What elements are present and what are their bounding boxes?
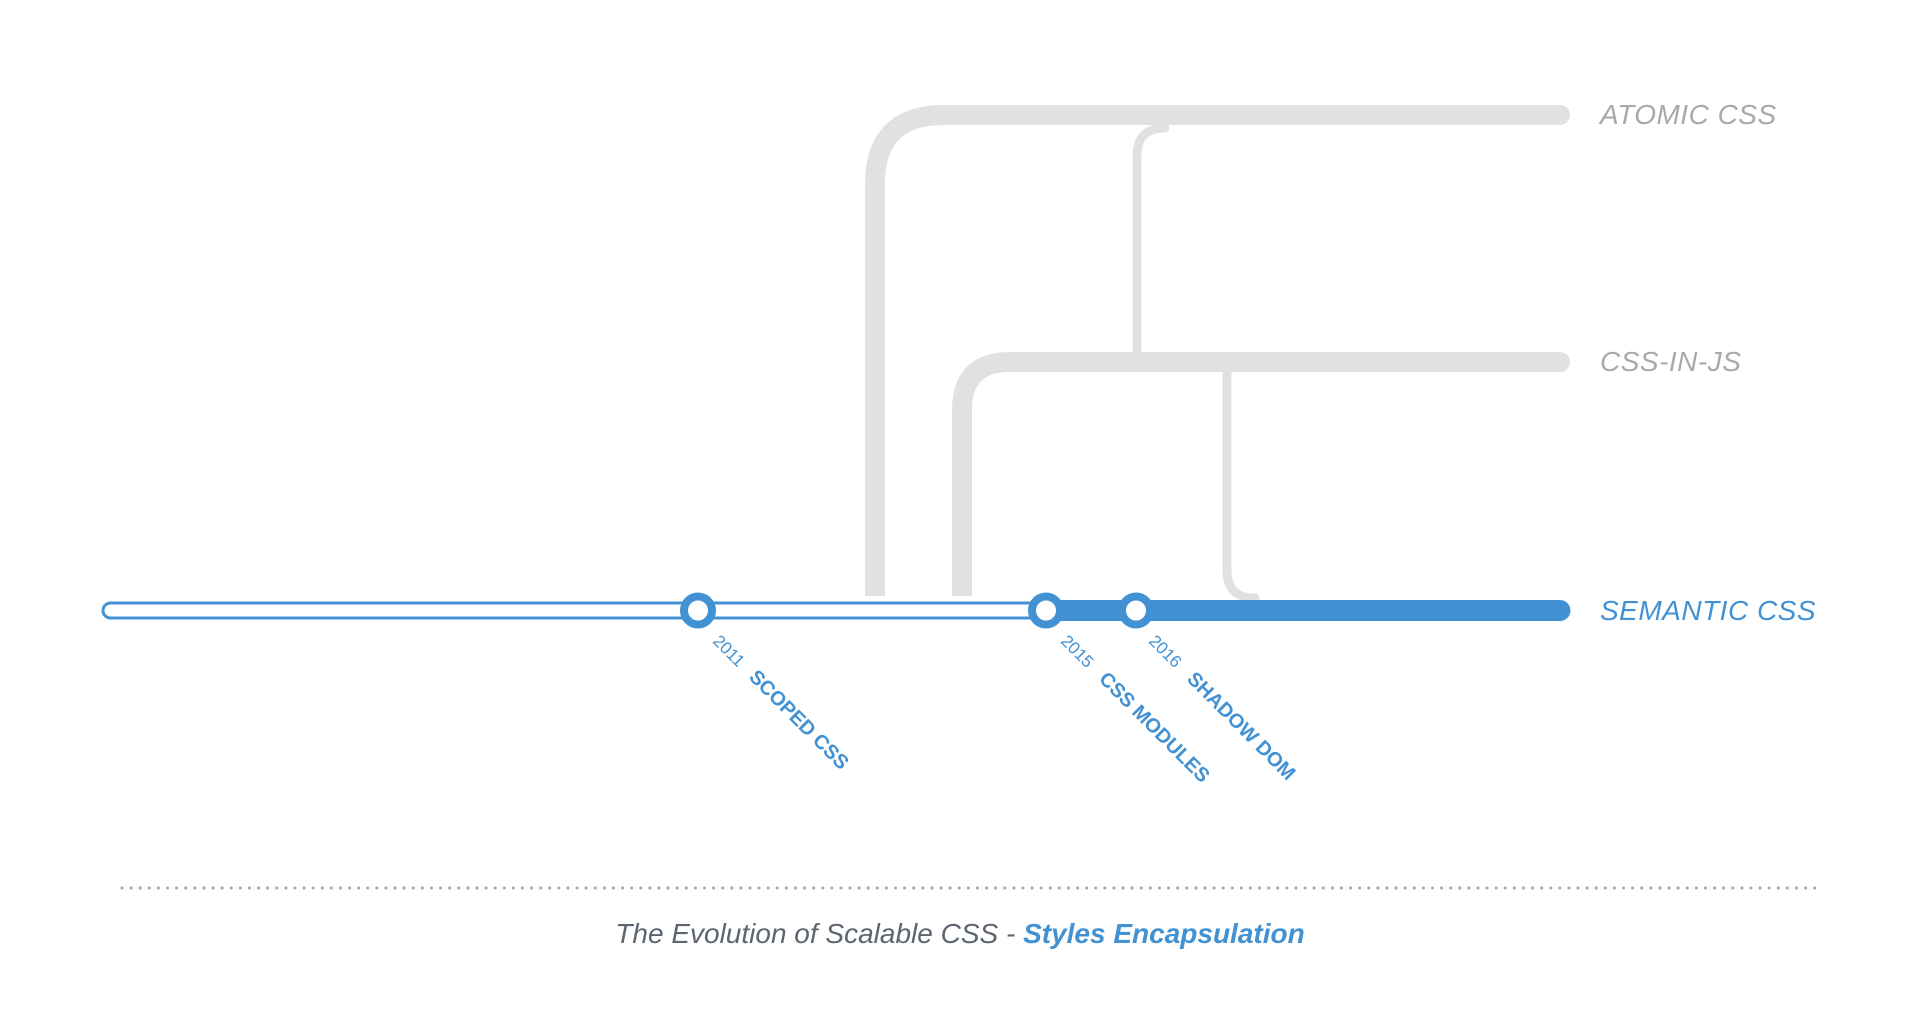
milestone-node	[1028, 592, 1064, 629]
connector-css-in-js-to-atomic	[1132, 123, 1170, 367]
branch-label-css-in-js: CSS-IN-JS	[1600, 346, 1741, 377]
milestone-year: 2011	[709, 631, 748, 670]
semantic-line-outline	[101, 601, 1048, 620]
semantic-line	[101, 600, 1571, 621]
track-to-atomic-css	[865, 105, 1570, 606]
milestone-year: 2016	[1145, 631, 1185, 671]
caption-emphasis: Styles Encapsulation	[1023, 918, 1305, 949]
milestone-2016: 2016 SHADOW DOM	[1118, 592, 1299, 785]
milestone-2011: 2011 SCOPED CSS	[680, 592, 853, 774]
milestone-label: SCOPED CSS	[744, 666, 852, 774]
connector-css-in-js-to-semantic	[1222, 357, 1260, 603]
branch-label-semantic-css: SEMANTIC CSS	[1600, 595, 1816, 626]
milestone-year: 2015	[1057, 631, 1097, 671]
milestone-node	[1118, 592, 1154, 629]
track-to-css-in-js	[952, 352, 1570, 606]
caption-prefix: The Evolution of Scalable CSS -	[615, 918, 1024, 949]
figure-caption: The Evolution of Scalable CSS - Styles E…	[0, 918, 1920, 950]
branch-tracks	[865, 105, 1570, 606]
milestone-2015: 2015 CSS MODULES	[1028, 592, 1214, 787]
branch-label-atomic-css: ATOMIC CSS	[1598, 99, 1777, 130]
milestone-node	[680, 592, 716, 629]
